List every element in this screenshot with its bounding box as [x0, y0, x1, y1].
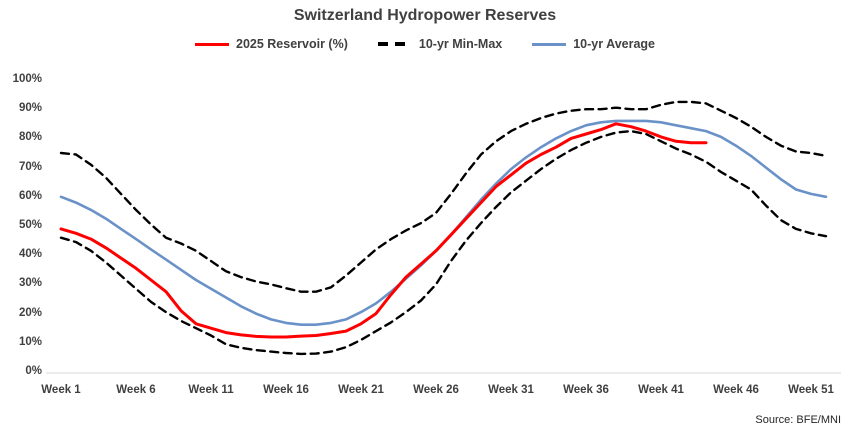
legend-item-2025-reservoir: 2025 Reservoir (%): [195, 37, 348, 51]
x-tick-label: Week 26: [413, 384, 459, 396]
x-tick-label: Week 31: [488, 384, 534, 396]
x-tick-label: Week 46: [713, 384, 759, 396]
y-tick-label: 10%: [18, 335, 42, 348]
x-tick-label: Week 21: [338, 384, 384, 396]
y-tick-label: 60%: [18, 189, 42, 202]
y-tick-label: 30%: [18, 277, 42, 290]
x-tick-label: Week 11: [188, 384, 234, 396]
y-tick-label: 70%: [18, 160, 42, 173]
y-tick-label: 90%: [18, 102, 42, 115]
y-tick-label: 100%: [12, 73, 42, 85]
series-line-2025-reservoir: [59, 122, 708, 339]
x-tick-label: Week 41: [638, 384, 684, 396]
red-line-swatch: [195, 42, 229, 46]
source-note: Source: BFE/MNI: [755, 414, 841, 426]
series-line-10-yr-max: [59, 100, 828, 293]
legend-label: 10-yr Min-Max: [418, 37, 503, 51]
chart-legend: 2025 Reservoir (%) 10-yr Min-Max 10-yr A…: [0, 37, 850, 51]
series-line-10-yr-min: [59, 129, 828, 356]
legend-item-average: 10-yr Average: [532, 37, 655, 51]
legend-label: 10-yr Average: [573, 37, 655, 51]
series-line-10-yr-average: [59, 119, 828, 327]
x-tick-label: Week 6: [116, 384, 156, 396]
x-tick-label: Week 51: [788, 384, 834, 396]
y-tick-label: 40%: [18, 248, 42, 261]
dashed-line-swatch: [377, 42, 412, 46]
legend-item-min-max: 10-yr Min-Max: [377, 37, 503, 51]
chart-title: Switzerland Hydropower Reserves: [293, 7, 557, 24]
y-tick-label: 50%: [18, 219, 42, 231]
y-tick-label: 20%: [18, 306, 42, 319]
y-tick-label: 80%: [18, 131, 42, 144]
y-tick-label: 0%: [25, 365, 42, 377]
blue-line-swatch: [532, 42, 567, 46]
x-tick-label: Week 1: [41, 384, 81, 396]
legend-label: 2025 Reservoir (%): [236, 37, 348, 51]
x-tick-label: Week 16: [263, 384, 309, 396]
x-tick-label: Week 36: [563, 384, 609, 396]
